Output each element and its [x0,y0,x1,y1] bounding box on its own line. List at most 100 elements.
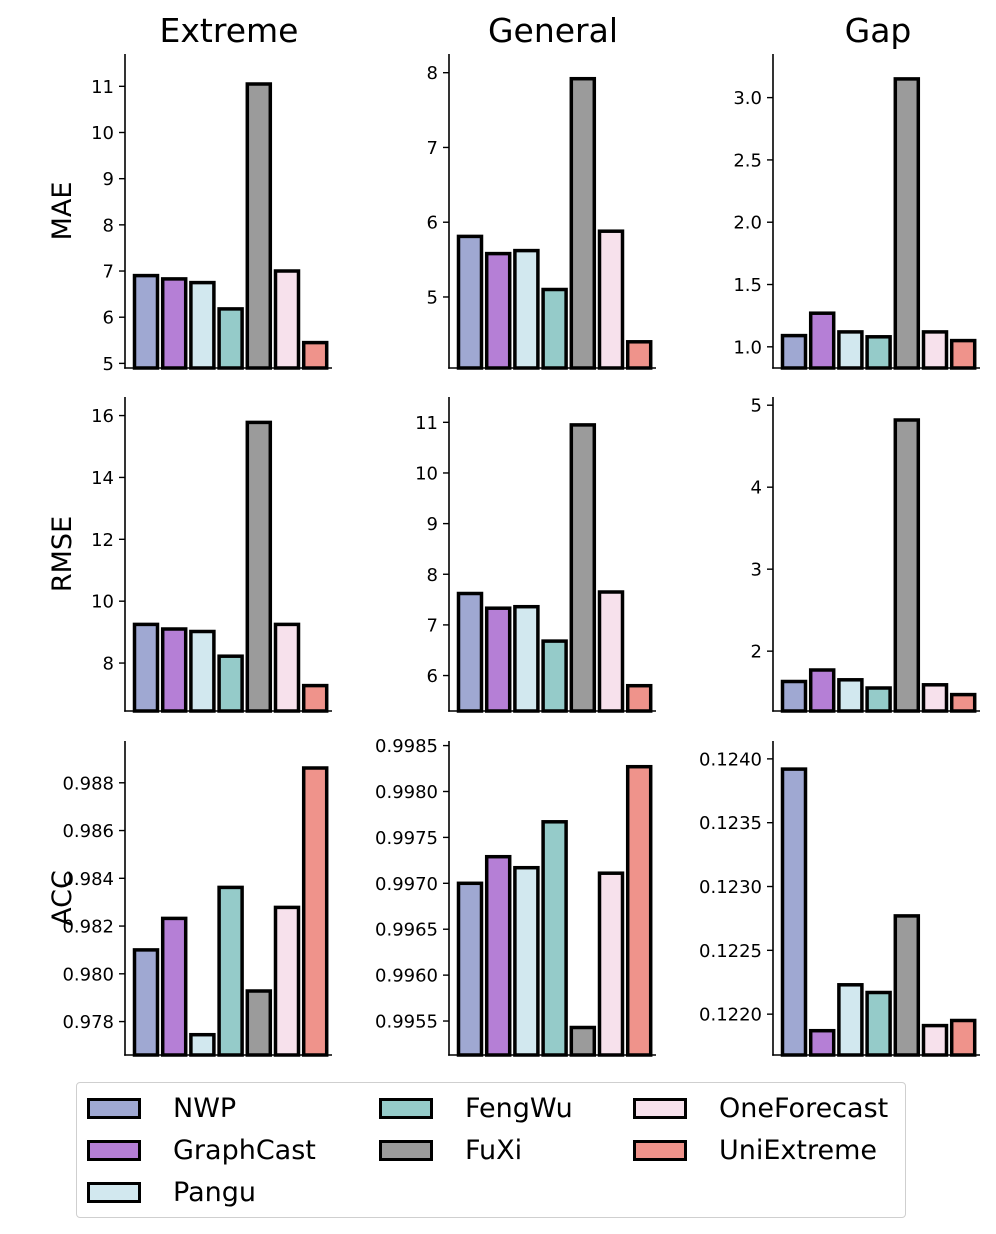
bar-rmse-gap-fuxi [893,418,921,713]
ytick-label-mae-general: 6 [427,213,438,234]
panel-acc-gap: 0.1220 0.1225 0.1230 0.1235 0.1240 [699,741,980,1057]
col-title-general: General [488,11,618,50]
col-title-extreme: Extreme [160,11,299,50]
bar-acc-gap-uniextreme [949,1018,977,1057]
legend-label-graphcast: GraphCast [173,1135,316,1166]
ytick-label-mae-gap: 2.5 [733,150,762,171]
bar-acc-gap-pangu [837,983,864,1057]
legend-label-pangu: Pangu [173,1177,256,1208]
bar-mae-extreme-nwp [132,273,160,370]
row-label-acc: ACC [47,870,78,926]
bar-mae-gap-fuxi [893,77,921,370]
ytick-label-acc-extreme: 0.978 [62,1012,114,1033]
ytick-label-acc-general: 0.9985 [375,736,438,757]
panel-rmse-gap: 2 3 4 5 [751,396,980,713]
bar-rmse-gap-nwp [780,679,808,713]
bar-rmse-general-pangu [513,604,540,713]
ytick-label-acc-general: 0.9975 [375,828,438,849]
ytick-label-acc-general: 0.9980 [375,782,438,803]
bar-acc-gap-fuxi [893,914,921,1057]
bar-acc-gap-graphcast [808,1028,836,1057]
bar-rmse-general-nwp [456,591,484,713]
bar-acc-general-nwp [456,881,484,1057]
bar-rmse-gap-oneforecast [921,683,949,713]
ytick-label-acc-extreme: 0.988 [62,773,114,794]
bar-mae-general-fengwu [541,287,568,370]
ytick-label-mae-extreme: 10 [91,123,114,144]
ytick-label-rmse-extreme: 16 [91,406,114,427]
bar-acc-general-graphcast [484,854,512,1057]
bar-rmse-extreme-fuxi [245,420,273,713]
ytick-label-mae-extreme: 6 [103,308,114,329]
bar-rmse-general-fuxi [569,423,597,713]
ytick-label-mae-gap: 1.5 [733,275,762,296]
ytick-label-rmse-extreme: 8 [103,654,114,675]
ytick-label-mae-gap: 3.0 [733,88,762,109]
bar-mae-general-graphcast [484,251,512,370]
ytick-label-rmse-gap: 3 [751,560,762,581]
bar-rmse-general-graphcast [484,606,512,713]
ytick-label-rmse-extreme: 12 [91,530,114,551]
ytick-label-mae-extreme: 11 [91,77,114,98]
bar-acc-gap-oneforecast [921,1023,949,1057]
legend-swatch-fuxi [379,1140,433,1161]
bar-mae-extreme-fengwu [217,307,244,370]
bar-acc-extreme-fuxi [245,989,273,1057]
bar-mae-gap-graphcast [808,311,836,370]
panel-rmse-extreme: 8 10 12 14 16 [91,397,332,713]
bar-rmse-extreme-pangu [189,629,216,713]
legend-swatch-oneforecast [633,1098,687,1119]
legend-swatch-uniextreme [633,1140,687,1161]
ytick-label-rmse-general: 7 [427,615,438,636]
legend-swatch-graphcast [87,1140,141,1161]
bar-acc-general-uniextreme [625,764,653,1057]
legend-label-uniextreme: UniExtreme [719,1135,878,1166]
bar-mae-gap-oneforecast [921,330,949,370]
ytick-label-rmse-gap: 2 [751,642,762,663]
legend-label-fuxi: FuXi [465,1135,523,1166]
ytick-label-mae-general: 7 [427,138,438,159]
bar-rmse-extreme-oneforecast [273,622,301,713]
bar-mae-gap-uniextreme [949,338,977,370]
bar-acc-general-fengwu [541,820,568,1057]
bar-mae-extreme-oneforecast [273,269,301,370]
ytick-label-mae-general: 8 [427,63,438,84]
ytick-label-rmse-general: 9 [427,514,438,535]
bar-mae-general-uniextreme [625,340,653,370]
bar-acc-extreme-fengwu [217,885,244,1057]
bar-rmse-general-uniextreme [625,683,653,713]
bar-acc-general-oneforecast [597,871,625,1057]
panel-rmse-general: 6 7 8 9 10 11 [415,397,656,713]
bar-rmse-gap-pangu [837,678,864,713]
panel-acc-general: 0.9955 0.9960 0.9965 0.9970 0.9975 0.9980 0.99… [375,736,656,1057]
ytick-label-rmse-extreme: 10 [91,592,114,613]
legend-label-oneforecast: OneForecast [719,1093,889,1124]
bar-acc-extreme-pangu [189,1032,216,1057]
bar-mae-general-nwp [456,234,484,370]
ytick-label-mae-extreme: 7 [103,262,114,283]
bar-mae-extreme-pangu [189,280,216,370]
bar-mae-general-oneforecast [597,229,625,370]
bar-mae-gap-fengwu [865,335,892,370]
ytick-label-acc-general: 0.9965 [375,920,438,941]
row-label-mae: MAE [47,182,78,241]
ytick-label-acc-extreme: 0.984 [62,869,114,890]
ytick-label-mae-extreme: 8 [103,215,114,236]
panel-mae-gap: 1.0 1.5 2.0 2.5 3.0 [733,54,980,370]
ytick-label-acc-general: 0.9955 [375,1012,438,1033]
ytick-label-rmse-general: 11 [415,413,438,434]
bar-mae-gap-pangu [837,330,864,370]
bar-acc-general-fuxi [569,1025,597,1057]
bar-acc-extreme-oneforecast [273,905,301,1057]
bar-rmse-extreme-graphcast [160,627,188,713]
bar-rmse-general-oneforecast [597,590,625,713]
legend-swatch-fengwu [379,1098,433,1119]
ytick-label-acc-gap: 0.1225 [699,941,762,962]
panel-acc-extreme: 0.978 0.980 0.982 0.984 0.986 0.988 [62,741,332,1057]
bar-rmse-gap-graphcast [808,668,836,713]
ytick-label-acc-extreme: 0.980 [62,964,114,985]
bar-mae-general-fuxi [569,76,597,370]
bar-rmse-extreme-fengwu [217,654,244,713]
ytick-label-acc-general: 0.9960 [375,966,438,987]
